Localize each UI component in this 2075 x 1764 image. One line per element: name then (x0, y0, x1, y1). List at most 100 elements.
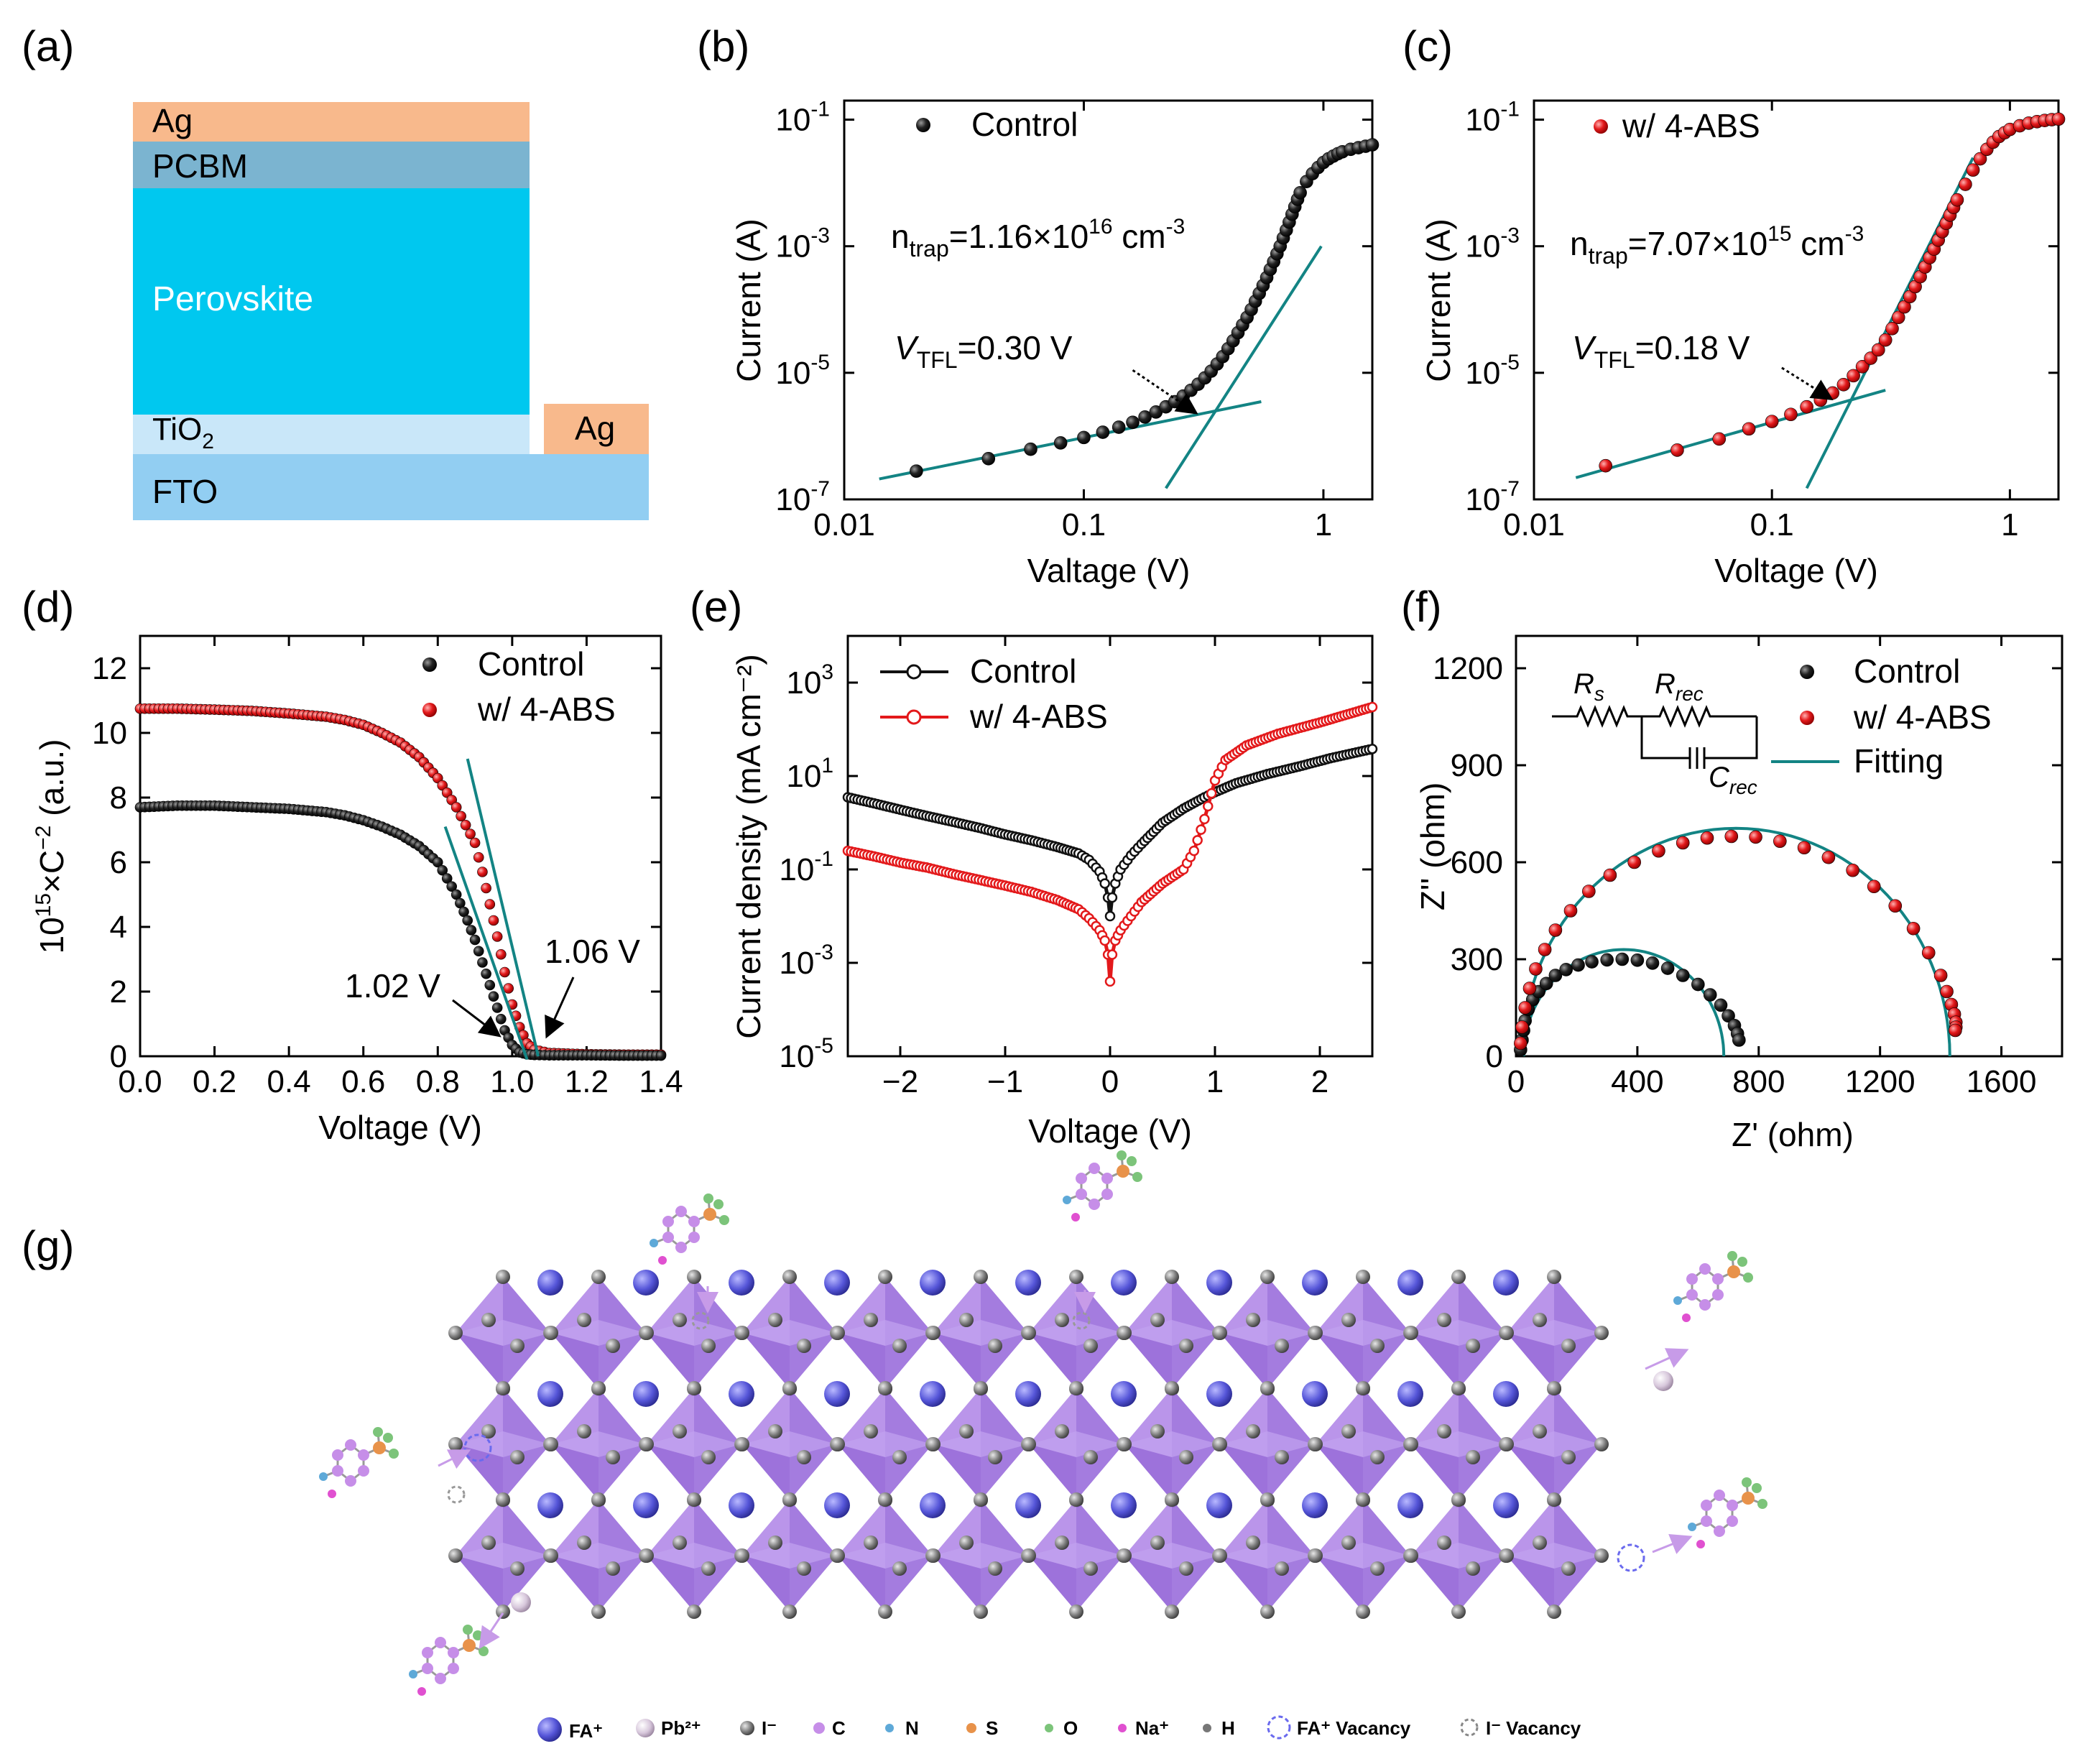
iodide-ion (673, 1536, 687, 1550)
chart-e-abs-line (847, 705, 1373, 982)
pcbm-layer (133, 142, 530, 188)
chart-e-xtick-label: −1 (987, 1064, 1023, 1099)
iodide-ion (1370, 1561, 1385, 1576)
iodide-ion (1547, 1492, 1561, 1507)
chart-e-ytick-label-base: 10 (779, 852, 814, 887)
fa-cation (1206, 1492, 1232, 1518)
chart-c-abs-point (1966, 163, 1980, 177)
chart-f-fit-arc (1520, 826, 1951, 1057)
fa-vacancy-circle-icon (1267, 1715, 1291, 1740)
iodide-ion (892, 1450, 907, 1464)
chart-d-control-point (446, 881, 458, 892)
chart-d-abs-point (469, 837, 481, 849)
chart-d-annotation-control-voc: 1.02 V (345, 967, 440, 1005)
chart-e-ylabel: Current density (mA cm⁻²) (730, 654, 767, 1039)
nitrogen-atom (1688, 1523, 1696, 1531)
chart-c-vtfl-arrow (1781, 366, 1834, 401)
chart-b-ytick-label-exp: -5 (810, 351, 830, 374)
octahedron (456, 1277, 550, 1389)
iodide-ion (1179, 1561, 1193, 1576)
tio2-label: TiO2 (152, 412, 214, 453)
chart-c-abs-point (1784, 407, 1798, 422)
iodide-ion (1466, 1339, 1480, 1353)
iodide-ion (1083, 1561, 1098, 1576)
chart-e-ytick-label-exp: -1 (814, 847, 833, 871)
chart-d-arrow-abs (545, 976, 575, 1039)
chart-b-ytick-label-base: 10 (775, 356, 810, 391)
chart-f-abs-point (1538, 943, 1552, 956)
carbon-atom (332, 1465, 343, 1477)
chart-c-ytick-label-base: 10 (1465, 103, 1500, 138)
iodide-ion (1499, 1326, 1514, 1340)
nitrogen-atom (1673, 1296, 1682, 1305)
octahedron (1411, 1388, 1506, 1500)
iodide-ion (782, 1381, 797, 1395)
octahedron-face (1124, 1444, 1172, 1500)
iodide-ion (1594, 1437, 1609, 1451)
chart-c-ytick-label-base: 10 (1465, 229, 1500, 264)
fa-cation (729, 1381, 754, 1407)
migration-arrow (479, 1612, 504, 1649)
chart-c-abs-point (1836, 378, 1851, 392)
chart-d-legend-abs-label: w/ 4-ABS (477, 691, 616, 728)
chart-d-arrow-control (452, 999, 502, 1038)
iodide-ion (1341, 1313, 1356, 1327)
iodide-ion (687, 1381, 701, 1395)
chart-d-abs-point (473, 851, 484, 863)
octahedron-face (1507, 1444, 1554, 1500)
octahedron-face (1316, 1556, 1363, 1612)
iodide-ion (1246, 1313, 1260, 1327)
panel-label-b: (b) (697, 22, 749, 70)
octahedron (647, 1277, 741, 1389)
chart-f-frame (1515, 634, 2064, 1058)
iodide-ion (1055, 1313, 1069, 1327)
octahedron (742, 1277, 837, 1389)
chart-f-control-point (1732, 1033, 1746, 1047)
chart-b-control-point (1096, 425, 1110, 439)
chart-c-abs-point (1959, 177, 1972, 191)
panel-label-f: (f) (1401, 583, 1442, 631)
iodide-ion (1451, 1270, 1466, 1284)
chart-e-ytick-label-exp: 1 (821, 754, 833, 777)
abs-molecule (1673, 1251, 1753, 1322)
chart-c-xtick-label: 0.01 (1503, 507, 1565, 542)
iodide-ion (892, 1561, 907, 1576)
octahedron-face (742, 1556, 790, 1612)
chart-b-vtfl-arrow (1132, 369, 1198, 415)
iodide-ion (510, 1450, 524, 1464)
fa-cation (920, 1270, 946, 1296)
iodide-ion (481, 1536, 496, 1550)
n-sphere-icon (885, 1724, 894, 1732)
iodide-ion (1069, 1492, 1083, 1507)
octahedron (1124, 1277, 1219, 1389)
octahedron (933, 1277, 1028, 1389)
chart-e-abs-point (1367, 701, 1378, 713)
iodide-ion (1117, 1548, 1132, 1563)
chart-c-ytick-label: 10-7 (1465, 477, 1520, 517)
octahedron (647, 1388, 741, 1500)
chart-f-xtick-label: 400 (1611, 1064, 1663, 1099)
iodide-ion (1022, 1437, 1036, 1451)
iodide-ion (1547, 1604, 1561, 1619)
iodide-ion (864, 1424, 878, 1439)
circuit-crec-label: Crec (1709, 762, 1757, 798)
iodide-ion (1594, 1548, 1609, 1563)
h-sphere-icon (1203, 1724, 1211, 1732)
fa-cation (920, 1381, 946, 1407)
chart-d-abs-point (465, 828, 476, 839)
iodide-ion (735, 1548, 749, 1563)
carbon-atom (1101, 1188, 1113, 1200)
chart-f-control-point (1703, 988, 1717, 1002)
carbon-atom (688, 1232, 700, 1243)
octahedron-face (1029, 1556, 1076, 1612)
iodide-ion (1069, 1270, 1083, 1284)
octahedron-face (838, 1556, 885, 1612)
chart-c-ytick-label-exp: -3 (1500, 224, 1520, 248)
chart-d-xtick-label: 1.4 (639, 1064, 683, 1099)
iodide-ion (974, 1381, 988, 1395)
chart-c-abs-point (1878, 333, 1893, 347)
iodide-ion (1246, 1424, 1260, 1439)
sodium-atom (1696, 1540, 1705, 1548)
iodide-ion (1260, 1270, 1275, 1284)
iodide-ion (1341, 1536, 1356, 1550)
